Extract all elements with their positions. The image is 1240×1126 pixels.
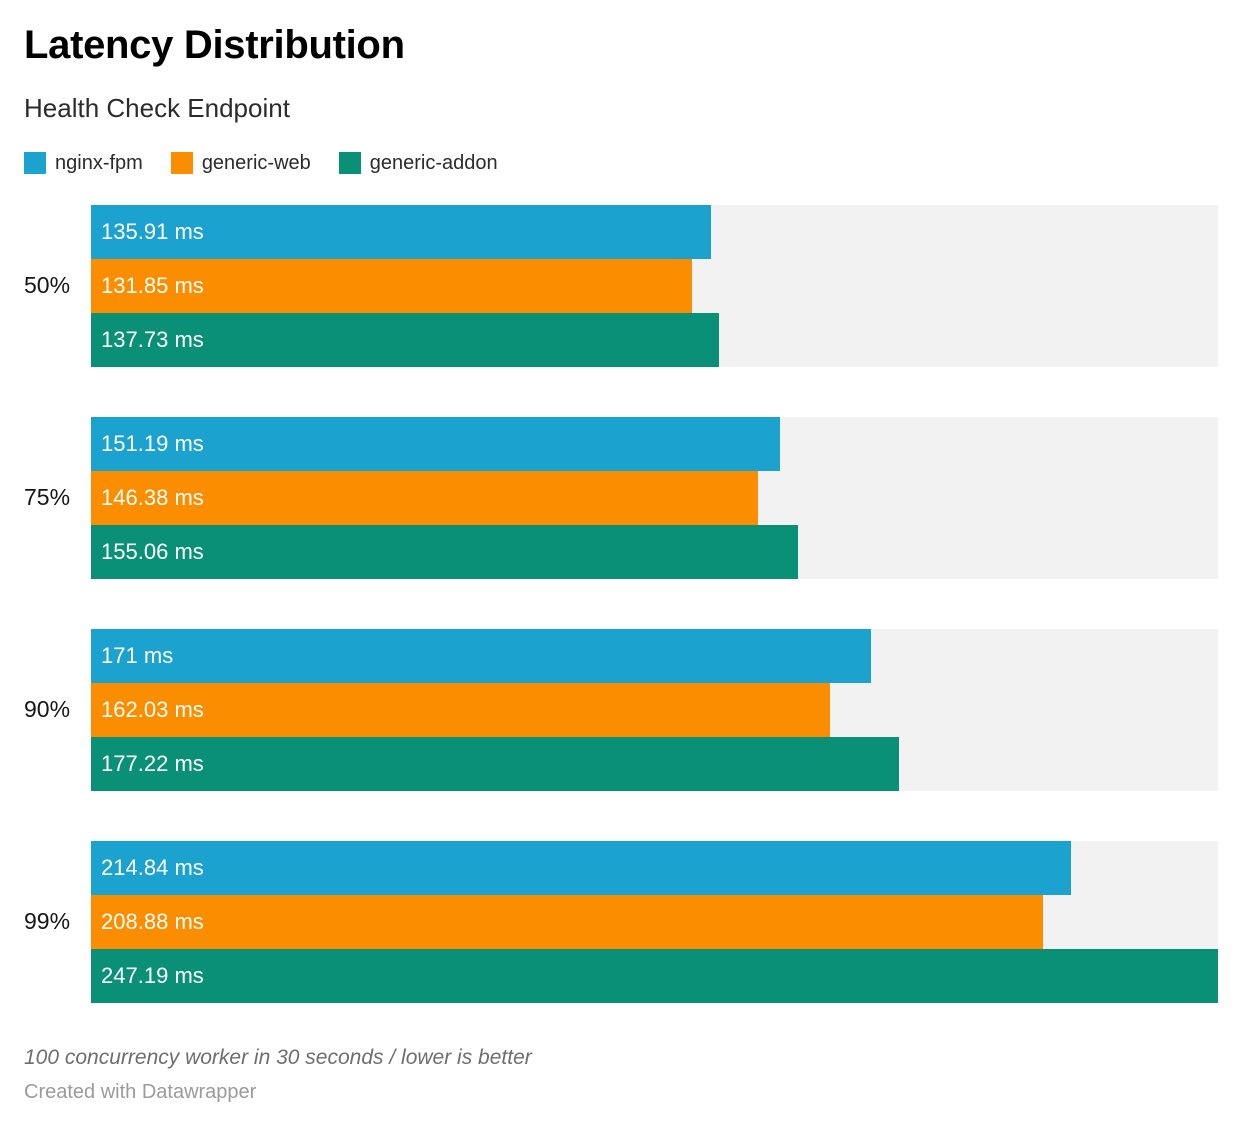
legend-swatch-icon <box>24 151 46 174</box>
bar-generic-addon: 177.22 ms <box>91 736 899 791</box>
legend-label: nginx-fpm <box>55 151 143 174</box>
legend-label: generic-web <box>201 151 311 174</box>
bar-value-label: 151.19 ms <box>101 430 204 456</box>
bar-generic-web: 208.88 ms <box>91 894 1044 949</box>
bar-value-label: 131.85 ms <box>101 272 204 298</box>
legend-label: generic-addon <box>369 151 498 174</box>
bar-nginx-fpm: 151.19 ms <box>91 416 781 471</box>
legend-swatch-icon <box>338 151 361 174</box>
bar-group: 50% 135.91 ms 131.85 ms 137.73 ms <box>24 204 1218 367</box>
category-label: 50% <box>24 272 71 299</box>
bar-value-label: 137.73 ms <box>101 326 204 352</box>
bar-value-label: 146.38 ms <box>101 484 204 510</box>
bar-track: 214.84 ms 208.88 ms 247.19 ms <box>91 840 1218 1003</box>
datawrapper-credit-link[interactable]: Created with Datawrapper <box>24 1081 257 1104</box>
category-label: 90% <box>24 696 71 723</box>
legend-item-generic-addon: generic-addon <box>338 151 498 174</box>
bar-track: 135.91 ms 131.85 ms 137.73 ms <box>91 204 1218 367</box>
chart-subtitle: Health Check Endpoint <box>24 93 290 123</box>
bar-track: 151.19 ms 146.38 ms 155.06 ms <box>91 416 1218 579</box>
bar-nginx-fpm: 171 ms <box>91 628 871 683</box>
bar-value-label: 155.06 ms <box>101 538 204 564</box>
bar-generic-addon: 137.73 ms <box>91 312 719 367</box>
bar-nginx-fpm: 214.84 ms <box>91 840 1071 895</box>
bar-generic-web: 131.85 ms <box>91 258 693 313</box>
bar-value-label: 214.84 ms <box>101 854 204 880</box>
bar-group: 90% 171 ms 162.03 ms 177.22 ms <box>24 628 1218 791</box>
chart-title: Latency Distribution <box>24 23 405 67</box>
bar-value-label: 177.22 ms <box>101 750 204 776</box>
bar-group: 99% 214.84 ms 208.88 ms 247.19 ms <box>24 840 1218 1003</box>
bar-nginx-fpm: 135.91 ms <box>91 204 711 259</box>
bar-value-label: 135.91 ms <box>101 218 204 244</box>
bar-generic-web: 162.03 ms <box>91 682 830 737</box>
bar-group: 75% 151.19 ms 146.38 ms 155.06 ms <box>24 416 1218 579</box>
bar-value-label: 247.19 ms <box>101 962 204 988</box>
legend-item-nginx-fpm: nginx-fpm <box>24 151 143 174</box>
bar-generic-web: 146.38 ms <box>91 470 759 525</box>
bar-value-label: 162.03 ms <box>101 696 204 722</box>
legend-item-generic-web: generic-web <box>170 151 311 174</box>
legend: nginx-fpm generic-web generic-addon <box>24 150 1218 176</box>
bar-value-label: 208.88 ms <box>101 908 204 934</box>
bar-value-label: 171 ms <box>101 642 174 668</box>
legend-swatch-icon <box>170 151 193 174</box>
chart-note: 100 concurrency worker in 30 seconds / l… <box>24 1045 532 1069</box>
bar-generic-addon: 247.19 ms <box>91 948 1218 1003</box>
bar-generic-addon: 155.06 ms <box>91 524 798 579</box>
category-label: 99% <box>24 908 71 935</box>
bar-track: 171 ms 162.03 ms 177.22 ms <box>91 628 1218 791</box>
category-label: 75% <box>24 484 71 511</box>
bar-chart: 50% 135.91 ms 131.85 ms 137.73 ms 75% 151.19 … <box>24 204 1218 1003</box>
